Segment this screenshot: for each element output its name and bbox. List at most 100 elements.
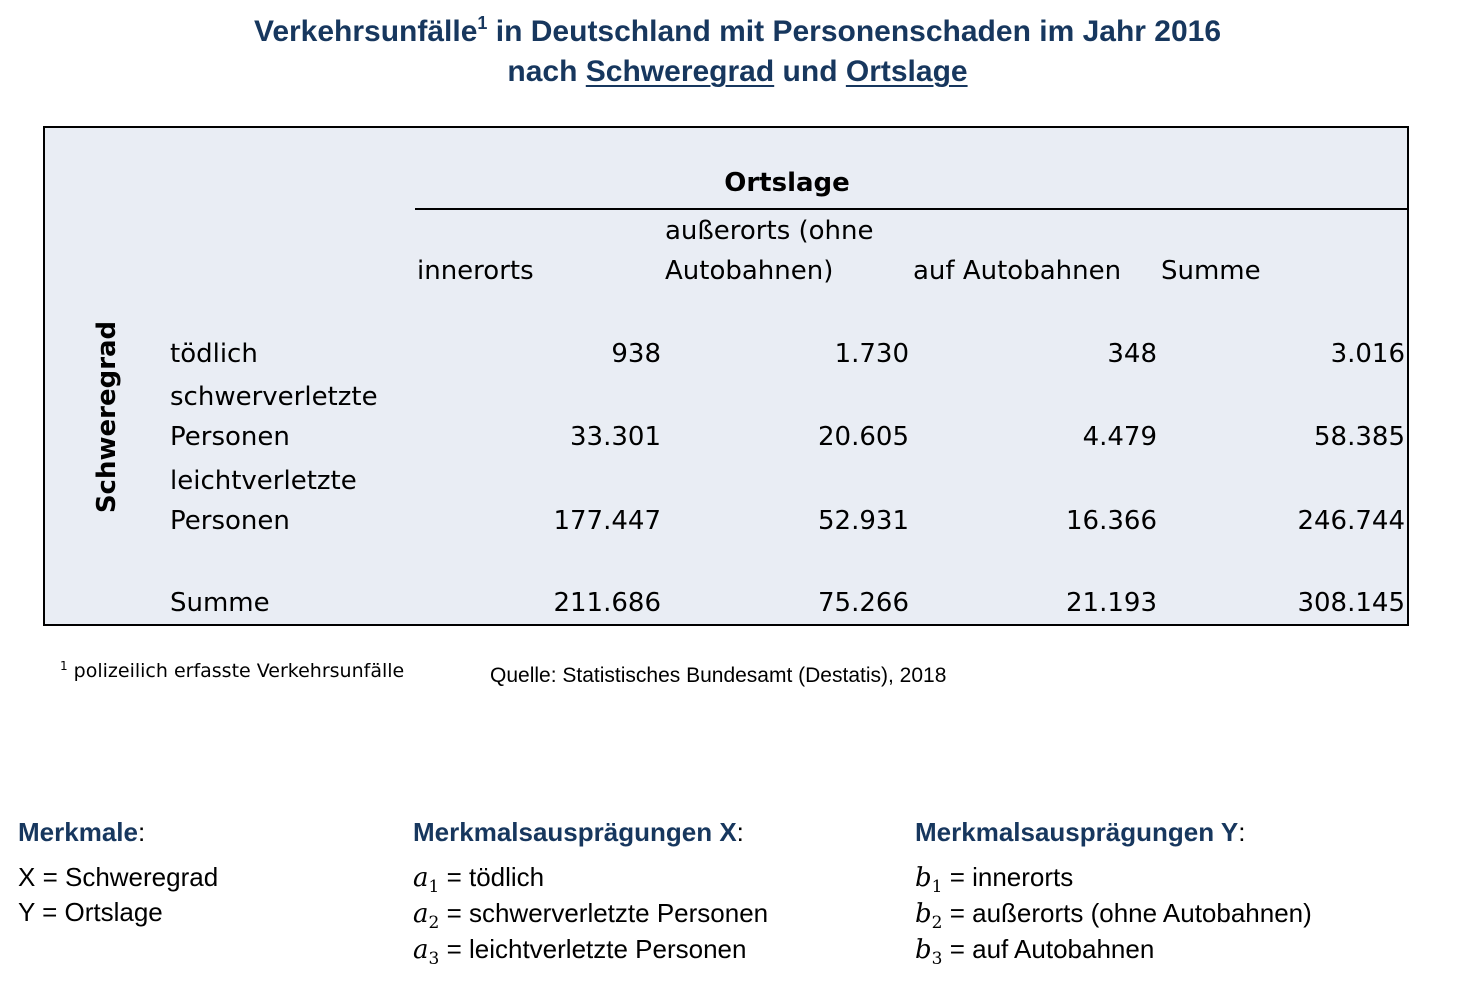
page-title: Verkehrsunfälle1 in Deutschland mit Pers… — [0, 12, 1475, 52]
subtitle-part: nach — [507, 55, 586, 88]
item-text: = schwerverletzte Personen — [439, 898, 769, 928]
table-cell: 177.447 — [415, 458, 665, 544]
subtitle-schweregrad: Schweregrad — [585, 55, 775, 88]
auspraegung-item: b3 = auf Autobahnen — [915, 932, 1312, 968]
variable-letter: a — [413, 935, 429, 965]
cell-value: 308.145 — [1297, 588, 1405, 618]
table-cell: 21.193 — [911, 542, 1161, 626]
heading-text: Merkmalsausprägungen Y — [915, 817, 1239, 847]
cell-value: 20.605 — [818, 422, 909, 452]
footnote: 1 polizeilich erfasste Verkehrsunfälle — [60, 660, 404, 682]
variable-letter: a — [413, 863, 429, 893]
variable-index: 3 — [428, 949, 440, 969]
auspraegung-item: b2 = außerorts (ohne Autobahnen) — [915, 896, 1312, 932]
variable-letter: b — [915, 935, 932, 965]
table-cell: 20.605 — [663, 375, 913, 460]
footnote-text: polizeilich erfasste Verkehrsunfälle — [67, 660, 405, 682]
table-cell: 58.385 — [1159, 375, 1409, 460]
column-header-innerorts: innerorts — [415, 208, 665, 294]
cell-value: 177.447 — [553, 506, 661, 536]
variable-index: 1 — [931, 877, 943, 897]
auspraegung-item: b1 = innerorts — [915, 860, 1312, 896]
column-header-autobahnen: auf Autobahnen — [911, 208, 1161, 294]
column-header-label: auf Autobahnen — [913, 256, 1122, 286]
subtitle-ortslage: Ortslage — [845, 55, 968, 88]
title-text: Verkehrsunfälle — [253, 15, 478, 48]
table-cell: 246.744 — [1159, 458, 1409, 544]
auspraegung-item: a1 = tödlich — [413, 860, 768, 896]
row-label: schwerverletzte — [170, 382, 378, 412]
variable-symbol: a3 — [413, 935, 439, 968]
row-label: leichtverletzte — [170, 466, 357, 496]
cell-value: 246.744 — [1297, 506, 1405, 536]
merkmal-item: X = Schweregrad — [18, 862, 219, 892]
cell-value: 21.193 — [1066, 588, 1157, 618]
table-cell: 52.931 — [663, 458, 913, 544]
row-label: Personen — [170, 506, 290, 536]
heading-colon: : — [1238, 817, 1246, 847]
cell-value: 938 — [611, 339, 661, 369]
heading-text: Merkmale — [18, 817, 138, 847]
cell-value: 3.016 — [1330, 339, 1405, 369]
variable-letter: b — [915, 863, 932, 893]
merkmal-item: Y = Ortslage — [18, 897, 163, 927]
variable-letter: a — [413, 899, 429, 929]
variable-index: 3 — [931, 949, 943, 969]
variable-symbol: a1 — [413, 863, 439, 896]
merkmale-section: Merkmale: X = Schweregrad Y = Ortslage — [18, 815, 218, 930]
item-text: = außerorts (ohne Autobahnen) — [942, 898, 1312, 928]
row-label-summe: Summe — [168, 542, 417, 626]
merkmale-heading: Merkmale: — [18, 815, 218, 850]
table-cell: 3.016 — [1159, 292, 1409, 377]
table-cell: 211.686 — [415, 542, 665, 626]
cell-value: 4.479 — [1082, 422, 1157, 452]
table-cell: 938 — [415, 292, 665, 377]
item-text: = leichtverletzte Personen — [439, 934, 747, 964]
contingency-table: Ortslage innerorts außerorts (ohne Autob… — [43, 126, 1409, 626]
auspraegungen-x-heading: Merkmalsausprägungen X: — [413, 815, 768, 850]
cell-value: 75.266 — [818, 588, 909, 618]
column-header-label: Summe — [1161, 256, 1261, 286]
row-label: Summe — [170, 588, 270, 618]
row-label-leichtverletzte: leichtverletzte Personen — [168, 458, 417, 544]
page-subtitle: nach Schweregrad und Ortslage — [0, 52, 1475, 92]
row-label: Personen — [170, 422, 290, 452]
title-footnote-mark: 1 — [477, 13, 488, 33]
variable-symbol: a2 — [413, 899, 439, 932]
table-cell: 308.145 — [1159, 542, 1409, 626]
variable-symbol: b2 — [915, 899, 942, 932]
cell-value: 211.686 — [553, 588, 661, 618]
auspraegungen-y-heading: Merkmalsausprägungen Y: — [915, 815, 1312, 850]
item-text: = innerorts — [942, 862, 1074, 892]
row-label-schwerverletzte: schwerverletzte Personen — [168, 375, 417, 460]
table-cell: 33.301 — [415, 375, 665, 460]
column-header-label: außerorts (ohne — [665, 216, 874, 246]
cell-value: 348 — [1107, 339, 1157, 369]
row-group-header: Schweregrad — [43, 292, 170, 544]
sum-row-blank — [43, 542, 170, 626]
auspraegung-item: a3 = leichtverletzte Personen — [413, 932, 768, 968]
column-header-label: Autobahnen) — [665, 256, 834, 286]
title-text-rest: in Deutschland mit Personenschaden im Ja… — [487, 15, 1222, 48]
cell-value: 33.301 — [570, 422, 661, 452]
cell-value: 58.385 — [1314, 422, 1405, 452]
table-cell: 16.366 — [911, 458, 1161, 544]
column-header-summe: Summe — [1159, 208, 1409, 294]
column-group-header: Ortslage — [415, 126, 1161, 210]
heading-colon: : — [736, 817, 744, 847]
item-text: = tödlich — [439, 862, 545, 892]
column-header-ausserorts: außerorts (ohne Autobahnen) — [663, 208, 913, 294]
row-label-toedlich: tödlich — [168, 292, 417, 377]
table-cell: 4.479 — [911, 375, 1161, 460]
auspraegungen-x-section: Merkmalsausprägungen X: a1 = tödlich a2 … — [413, 815, 768, 968]
table-cell: 75.266 — [663, 542, 913, 626]
column-header-label: innerorts — [417, 256, 534, 286]
heading-text: Merkmalsausprägungen X — [413, 817, 737, 847]
column-group-label: Ortslage — [724, 168, 850, 198]
auspraegungen-y-section: Merkmalsausprägungen Y: b1 = innerorts b… — [915, 815, 1312, 968]
variable-index: 2 — [428, 913, 440, 933]
subtitle-part: und — [774, 55, 846, 88]
source-note: Quelle: Statistisches Bundesamt (Destati… — [490, 664, 947, 687]
table-cell: 348 — [911, 292, 1161, 377]
auspraegung-item: a2 = schwerverletzte Personen — [413, 896, 768, 932]
